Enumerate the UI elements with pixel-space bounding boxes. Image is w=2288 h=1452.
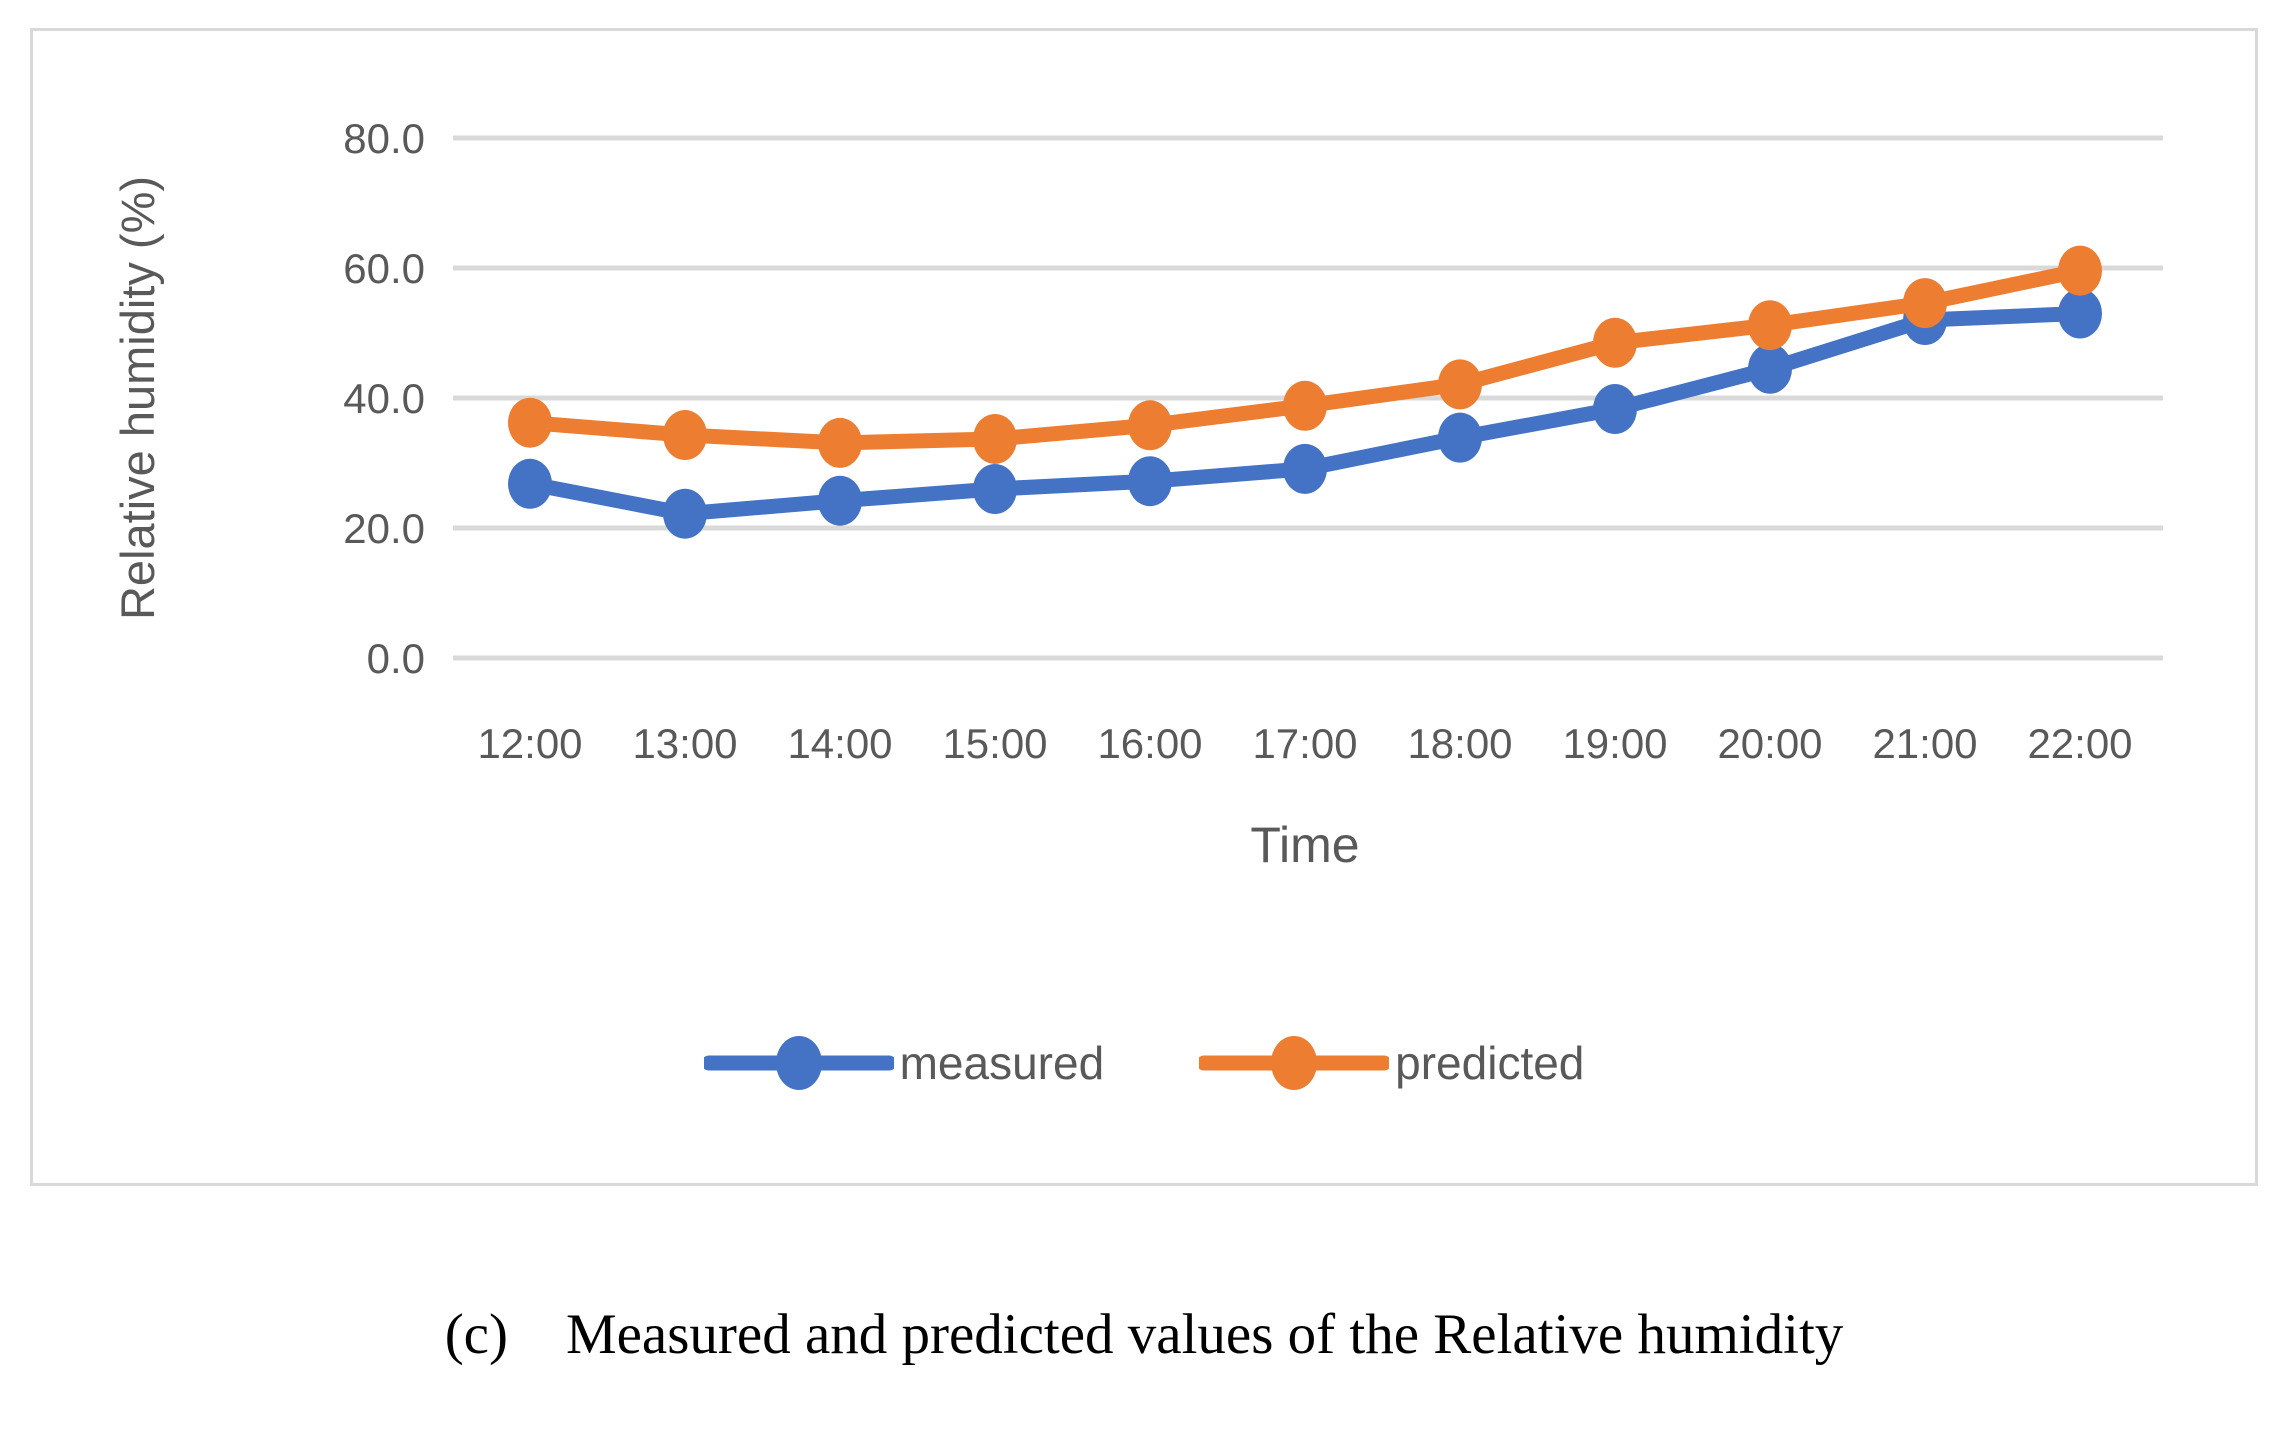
x-tick-label-22:00: 22:00 (2027, 720, 2132, 767)
x-tick-label-12:00: 12:00 (477, 720, 582, 767)
chart-legend: measured predicted (33, 1031, 2255, 1095)
predicted-series-marker-icon (1199, 1036, 1390, 1090)
x-tick-label-14:00: 14:00 (787, 720, 892, 767)
x-tick-label-18:00: 18:00 (1407, 720, 1512, 767)
data-point-predicted-12:00 (508, 397, 552, 448)
x-tick-label-17:00: 17:00 (1252, 720, 1357, 767)
y-tick-label-20.0: 20.0 (343, 505, 425, 552)
x-tick-label-21:00: 21:00 (1872, 720, 1977, 767)
legend-label-predicted: predicted (1395, 1037, 1585, 1089)
measured-series-marker-icon (703, 1036, 894, 1090)
data-point-predicted-20:00 (1748, 300, 1792, 351)
legend-label-measured: measured (899, 1037, 1105, 1089)
data-point-measured-14:00 (818, 475, 862, 526)
data-point-predicted-21:00 (1903, 278, 1947, 329)
data-point-measured-22:00 (2058, 288, 2102, 339)
y-tick-label-40.0: 40.0 (343, 375, 425, 422)
data-point-predicted-15:00 (973, 413, 1017, 464)
y-axis-title: Relative humidity (%) (111, 175, 164, 621)
figure-caption-text: Measured and predicted values of the Rel… (565, 1303, 1844, 1366)
data-point-predicted-16:00 (1128, 400, 1172, 451)
data-point-predicted-22:00 (2058, 245, 2102, 296)
data-point-predicted-19:00 (1593, 317, 1637, 368)
data-point-predicted-18:00 (1438, 359, 1482, 410)
y-tick-label-60.0: 60.0 (343, 245, 425, 292)
x-tick-label-15:00: 15:00 (942, 720, 1047, 767)
chart-frame: 0.0 20.0 40.0 60.0 80.0 12:00 13:00 14:00 15:00 1… (30, 28, 2258, 1186)
x-tick-label-20:00: 20:00 (1717, 720, 1822, 767)
data-point-measured-17:00 (1283, 443, 1327, 494)
x-tick-label-19:00: 19:00 (1562, 720, 1667, 767)
data-point-measured-20:00 (1748, 343, 1792, 394)
legend-item-measured: measured (703, 1031, 1105, 1095)
humidity-line-chart: 0.0 20.0 40.0 60.0 80.0 12:00 13:00 14:00 15:00 1… (343, 115, 2163, 767)
legend-dot-measured (775, 1036, 822, 1090)
x-axis-title: Time (1250, 817, 1360, 873)
data-point-measured-12:00 (508, 458, 552, 509)
data-point-measured-13:00 (663, 488, 707, 539)
x-tick-label-13:00: 13:00 (632, 720, 737, 767)
data-point-predicted-17:00 (1283, 380, 1327, 431)
figure-caption-label: (c) (444, 1303, 508, 1366)
data-point-predicted-13:00 (663, 410, 707, 461)
data-point-measured-15:00 (973, 464, 1017, 514)
data-point-measured-18:00 (1438, 412, 1482, 463)
data-point-predicted-14:00 (818, 417, 862, 468)
figure-caption: (c) Measured and predicted values of the … (0, 1302, 2288, 1367)
data-point-measured-16:00 (1128, 456, 1172, 507)
y-tick-label-0.0: 0.0 (367, 635, 425, 682)
x-tick-label-16:00: 16:00 (1097, 720, 1202, 767)
legend-item-predicted: predicted (1199, 1031, 1584, 1095)
y-tick-label-80.0: 80.0 (343, 115, 425, 162)
data-point-measured-19:00 (1593, 384, 1637, 435)
legend-dot-predicted (1271, 1036, 1318, 1090)
